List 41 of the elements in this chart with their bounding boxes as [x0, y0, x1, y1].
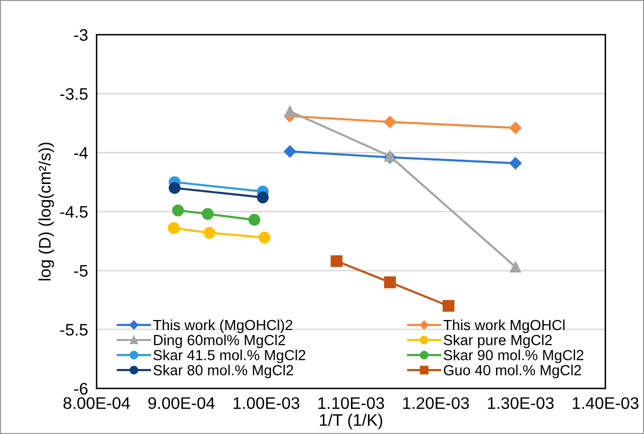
y-axis-title: log (D) (log(cm²/s)): [38, 142, 54, 280]
point: [330, 255, 342, 267]
point: [509, 122, 522, 134]
x-tick-label: 1.10E-03: [318, 397, 384, 410]
y-tick-label: -4.5: [60, 206, 88, 218]
point: [384, 276, 396, 288]
point: [442, 300, 454, 312]
point: [258, 232, 270, 244]
point: [256, 192, 269, 204]
point: [202, 208, 214, 220]
point: [284, 145, 296, 158]
y-tick-label: -5.5: [60, 324, 88, 336]
x-tick-label: 9.00E-04: [148, 397, 215, 410]
y-tick-label: -3.5: [60, 88, 88, 100]
x-axis-title: 1/T (1/K): [320, 414, 382, 430]
point: [203, 226, 216, 239]
point: [510, 261, 522, 273]
point: [509, 157, 522, 170]
point: [168, 182, 181, 194]
point: [384, 116, 396, 128]
y-tick-label: -3: [74, 29, 88, 41]
legend-label: Skar 41.5 mol.% MgCl2: [154, 350, 306, 364]
legend-label: Skar 80 mol.% MgCl2: [154, 364, 294, 378]
y-tick-label: -5: [74, 265, 88, 277]
point: [172, 204, 184, 216]
point: [168, 222, 180, 234]
legend-label: Skar pure MgCl2: [444, 334, 552, 348]
y-tick-label: -6: [74, 382, 88, 395]
x-tick-label: 1.20E-03: [403, 397, 469, 410]
legend-label: This work MgOHCl: [443, 319, 564, 334]
point: [248, 214, 260, 226]
legend-label: Ding 60mol% MgCl2: [154, 334, 286, 348]
legend-label: This work (MgOHCl)2: [153, 319, 292, 334]
legend-label: Guo 40 mol.% MgCl2: [444, 364, 581, 378]
x-tick-label: 1.40E-03: [572, 397, 638, 410]
x-tick-label: 8.00E-04: [64, 397, 130, 410]
y-tick-label: -4: [74, 147, 88, 159]
point: [284, 106, 296, 117]
legend-label: Skar 90 mol.% MgCl2: [444, 350, 584, 364]
x-tick-label: 1.00E-03: [234, 397, 300, 410]
x-tick-label: 1.30E-03: [488, 397, 554, 410]
